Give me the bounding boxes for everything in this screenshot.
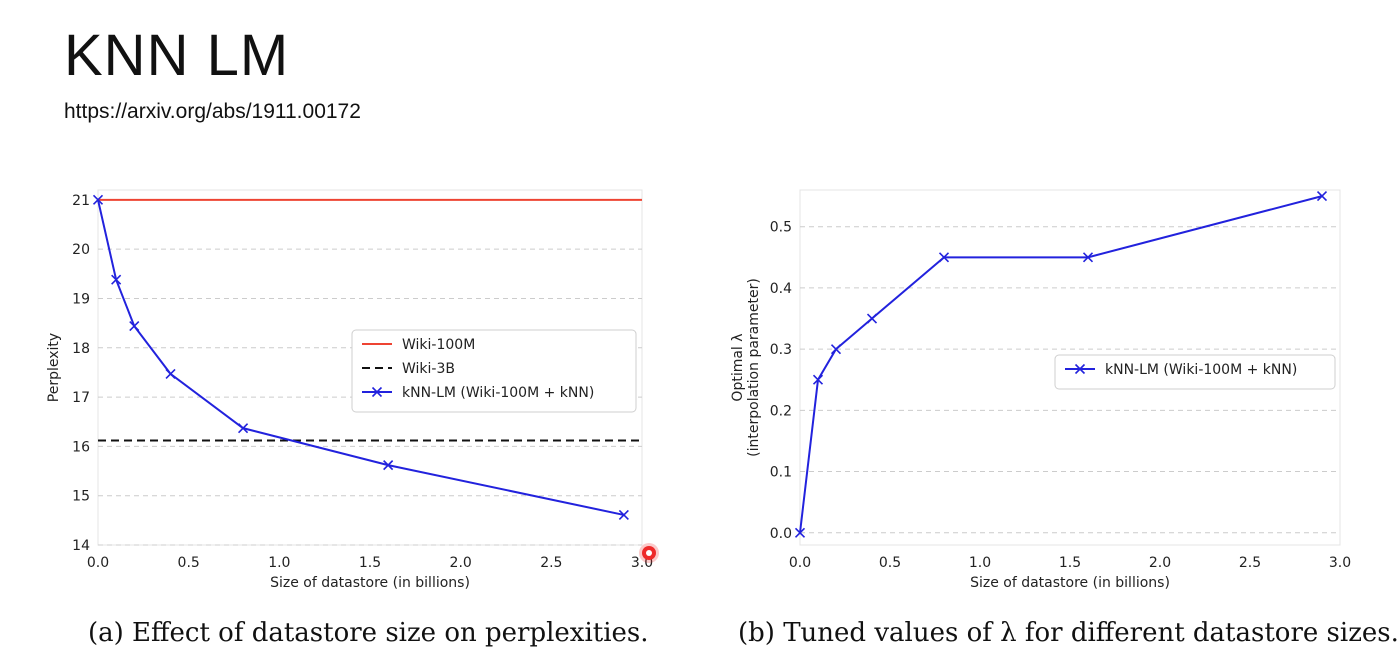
slide-title: KNN LM bbox=[64, 23, 290, 88]
x-tick-label: 0.0 bbox=[87, 555, 109, 571]
y-tick-label: 0.1 bbox=[770, 465, 792, 481]
y-tick-label: 20 bbox=[72, 242, 90, 258]
y-tick-label: 15 bbox=[72, 489, 90, 505]
x-tick-label: 2.5 bbox=[540, 555, 562, 571]
y-tick-label: 0.2 bbox=[770, 403, 792, 419]
x-tick-label: 0.5 bbox=[879, 555, 901, 571]
data-point-marker bbox=[812, 374, 824, 385]
x-tick-label: 2.5 bbox=[1239, 555, 1261, 571]
x-axis-label: Size of datastore (in billions) bbox=[270, 575, 470, 591]
legend-marker bbox=[371, 386, 383, 398]
caption-lambda-chart: (b) Tuned values of λ for different data… bbox=[738, 618, 1398, 648]
x-tick-label: 2.0 bbox=[1149, 555, 1171, 571]
x-tick-label: 1.0 bbox=[969, 555, 991, 571]
legend-label: Wiki-100M bbox=[402, 337, 475, 353]
data-point-marker bbox=[866, 313, 878, 324]
data-point-marker bbox=[794, 527, 806, 538]
legend-label: kNN-LM (Wiki-100M + kNN) bbox=[402, 385, 594, 401]
data-point-marker bbox=[830, 344, 842, 355]
y-tick-label: 17 bbox=[72, 390, 90, 406]
y-axis-label: Perplexity bbox=[46, 333, 62, 402]
data-point-marker bbox=[618, 509, 629, 520]
legend-label: Wiki-3B bbox=[402, 361, 455, 377]
y-tick-label: 19 bbox=[72, 291, 90, 307]
x-tick-label: 1.0 bbox=[268, 555, 290, 571]
x-tick-label: 0.0 bbox=[789, 555, 811, 571]
y-axis-label-secondary: (interpolation parameter) bbox=[746, 278, 762, 457]
x-tick-label: 2.0 bbox=[450, 555, 472, 571]
x-tick-label: 1.5 bbox=[359, 555, 381, 571]
y-tick-label: 0.0 bbox=[770, 526, 792, 542]
data-point-marker bbox=[238, 423, 249, 434]
y-tick-label: 18 bbox=[72, 341, 90, 357]
paper-url-link[interactable]: https://arxiv.org/abs/1911.00172 bbox=[64, 100, 361, 123]
legend-box bbox=[1054, 354, 1336, 390]
x-tick-label: 1.5 bbox=[1059, 555, 1081, 571]
x-axis-label: Size of datastore (in billions) bbox=[970, 575, 1170, 591]
legend-label: kNN-LM (Wiki-100M + kNN) bbox=[1105, 362, 1297, 378]
data-point-marker bbox=[129, 321, 140, 332]
data-point-marker bbox=[1082, 252, 1094, 263]
data-point-marker bbox=[92, 194, 104, 205]
y-tick-label: 21 bbox=[72, 193, 90, 209]
y-tick-label: 16 bbox=[72, 439, 90, 455]
data-point-marker bbox=[938, 252, 950, 263]
data-point-marker bbox=[1316, 191, 1328, 202]
y-axis-label: Optimal λ bbox=[730, 333, 746, 401]
legend-marker bbox=[1074, 363, 1086, 375]
data-point-marker bbox=[165, 368, 176, 379]
y-tick-label: 0.5 bbox=[770, 220, 792, 236]
y-tick-label: 0.3 bbox=[770, 342, 792, 358]
data-point-marker bbox=[383, 460, 394, 471]
mouse-cursor-indicator bbox=[642, 546, 656, 560]
data-point-marker bbox=[111, 274, 122, 285]
y-tick-label: 14 bbox=[72, 538, 90, 554]
x-tick-label: 0.5 bbox=[178, 555, 200, 571]
y-tick-label: 0.4 bbox=[770, 281, 792, 297]
lambda-chart: 0.0 0.1 0.2 0.3 0.4 0.5 0.0 0.5 1.0 1.5 2.0 2.5 3.0 S… bbox=[730, 189, 1351, 591]
caption-perplexity-chart: (a) Effect of datastore size on perplexi… bbox=[88, 618, 649, 648]
x-tick-label: 3.0 bbox=[1329, 555, 1351, 571]
legend-box bbox=[351, 329, 637, 413]
